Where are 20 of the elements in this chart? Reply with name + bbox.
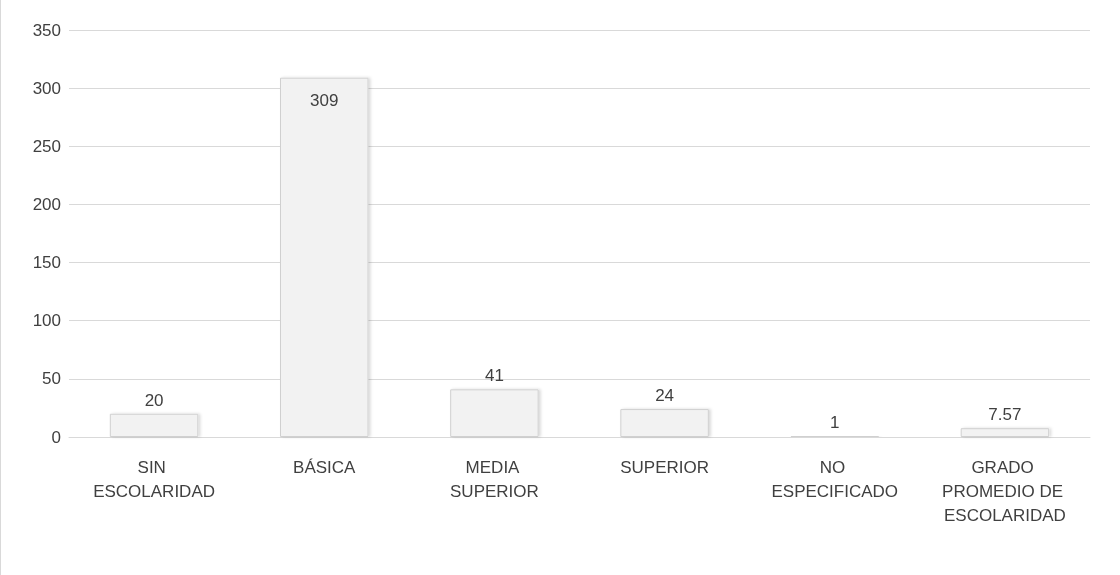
x-tick-label: MEDIA SUPERIOR: [450, 457, 539, 501]
data-label: 7.57: [988, 405, 1022, 425]
x-tick-label: GRADO PROMEDIO DE ESCOLARIDAD: [942, 457, 1068, 525]
y-tick-label: 250: [32, 136, 61, 156]
y-tick-label: 350: [32, 20, 61, 40]
y-tick-label: 0: [51, 427, 61, 447]
y-tick-label: 200: [32, 194, 61, 214]
x-tick-label: SIN ESCOLARIDAD: [93, 457, 216, 501]
y-tick-label: 100: [32, 311, 61, 331]
data-label: 1: [830, 412, 840, 432]
data-label: 41: [484, 366, 504, 386]
y-tick-label: 50: [42, 369, 61, 389]
x-tick-label: SUPERIOR: [620, 457, 709, 477]
x-tick-label: NO ESPECIFICADO: [771, 457, 899, 501]
y-tick-label: 150: [32, 253, 61, 273]
x-tick-label: BÁSICA: [293, 457, 357, 477]
data-label: 20: [144, 390, 164, 410]
y-tick-label: 300: [32, 78, 61, 98]
data-label: 24: [655, 386, 675, 406]
data-label: 309: [310, 90, 339, 110]
